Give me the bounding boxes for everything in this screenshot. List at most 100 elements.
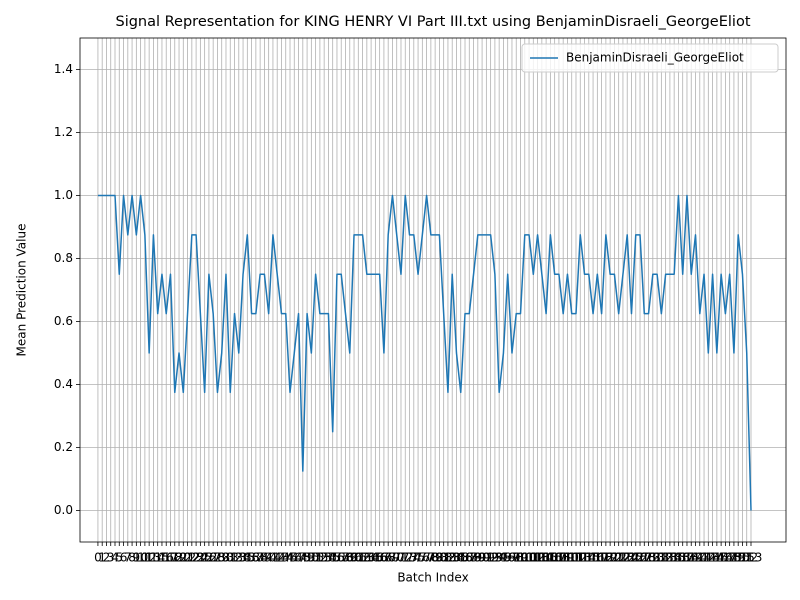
y-tick-label: 0.6 [54,314,73,328]
x-tick-label: 145 [705,551,728,565]
x-tick-label: 82 [440,551,455,565]
x-tick-label: 56 [329,551,344,565]
x-tick-label: 65 [368,551,383,565]
x-tick-label: 70 [389,551,404,565]
x-tick-label: 129 [637,551,660,565]
x-tick-label: 118 [590,551,613,565]
x-tick-label: 51 [308,551,323,565]
x-tick-label: 85 [453,551,468,565]
x-tick-label: 25 [197,551,212,565]
x-tick-label: 121 [603,551,626,565]
x-tick-label: 2 [103,551,111,565]
x-tick-label: 72 [398,551,413,565]
x-tick-label: 63 [359,551,374,565]
x-tick-label: 4 [111,551,119,565]
x-tick-label: 66 [372,551,387,565]
x-tick-label: 149 [722,551,745,565]
x-tick-label: 86 [457,551,472,565]
x-tick-label: 16 [159,551,174,565]
x-tick-label: 6 [120,551,128,565]
x-tick-label: 37 [248,551,263,565]
x-tick-label: 133 [654,551,677,565]
y-tick-label: 0.8 [54,251,73,265]
x-tick-label: 59 [342,551,357,565]
x-tick-label: 127 [629,551,652,565]
x-tick-label: 130 [641,551,664,565]
x-tick-label: 120 [599,551,622,565]
x-tick-label: 140 [684,551,707,565]
x-tick-label: 18 [167,551,182,565]
x-tick-label: 106 [539,551,562,565]
x-tick-label: 52 [312,551,327,565]
chart-title: Signal Representation for KING HENRY VI … [115,14,750,30]
x-tick-label: 100 [513,551,536,565]
x-tick-label: 83 [445,551,460,565]
x-tick-label: 75 [410,551,425,565]
x-tick-label: 151 [731,551,754,565]
x-tick-label: 15 [154,551,169,565]
x-tick-label: 111 [560,551,583,565]
x-tick-label: 108 [547,551,570,565]
x-tick-label: 105 [535,551,558,565]
x-tick-label: 125 [620,551,643,565]
x-tick-label: 26 [201,551,216,565]
x-tick-label: 93 [487,551,502,565]
x-tick-label: 44 [278,551,293,565]
x-tick-label: 30 [218,551,233,565]
x-tick-label: 116 [582,551,605,565]
x-tick-label: 38 [252,551,267,565]
data-line [97,194,752,511]
x-tick-label: 89 [470,551,485,565]
x-tick-label: 40 [261,551,276,565]
x-tick-label: 54 [321,551,336,565]
x-tick-label: 43 [274,551,289,565]
x-tick-label: 101 [518,551,541,565]
x-tick-label: 142 [693,551,716,565]
x-tick-label: 17 [163,551,178,565]
x-tick-label: 143 [697,551,720,565]
x-tick-label: 12 [142,551,157,565]
x-tick-label: 13 [146,551,161,565]
x-tick-label: 78 [423,551,438,565]
x-tick-label: 98 [509,551,524,565]
x-tick-label: 96 [500,551,515,565]
x-tick-label: 62 [355,551,370,565]
x-tick-label: 28 [210,551,225,565]
x-tick-label: 8 [128,551,136,565]
x-tick-label: 144 [701,551,724,565]
x-tick-label: 11 [137,551,152,565]
x-tick-label: 90 [474,551,489,565]
x-tick-label: 124 [616,551,639,565]
x-tick-label: 110 [556,551,579,565]
x-tick-label: 0 [94,551,102,565]
x-tick-label: 35 [240,551,255,565]
legend-box [521,43,779,73]
legend: BenjaminDisraeli_GeorgeEliot [521,43,779,73]
x-tick-label: 20 [176,551,191,565]
x-tick-label: 60 [346,551,361,565]
x-tick-label: 138 [676,551,699,565]
x-tick-label: 67 [376,551,391,565]
x-tick-label: 81 [436,551,451,565]
x-tick-label: 104 [530,551,553,565]
x-tick-label: 33 [231,551,246,565]
x-tick-label: 27 [206,551,221,565]
x-tick-label: 77 [419,551,434,565]
x-tick-label: 76 [415,551,430,565]
y-axis-label: Mean Prediction Value [15,224,29,357]
x-tick-label: 24 [193,551,208,565]
x-tick-label: 132 [650,551,673,565]
x-tick-label: 117 [586,551,609,565]
x-tick-label: 84 [449,551,464,565]
x-tick-label: 88 [466,551,481,565]
x-tick-label: 134 [658,551,681,565]
x-tick-label: 21 [180,551,195,565]
x-tick-label: 19 [171,551,186,565]
x-tick-label: 29 [214,551,229,565]
x-tick-label: 148 [718,551,741,565]
x-tick-label: 22 [184,551,199,565]
x-tick-label: 36 [244,551,259,565]
x-tick-label: 91 [479,551,494,565]
x-tick-label: 45 [282,551,297,565]
x-tick-label: 1 [98,551,106,565]
